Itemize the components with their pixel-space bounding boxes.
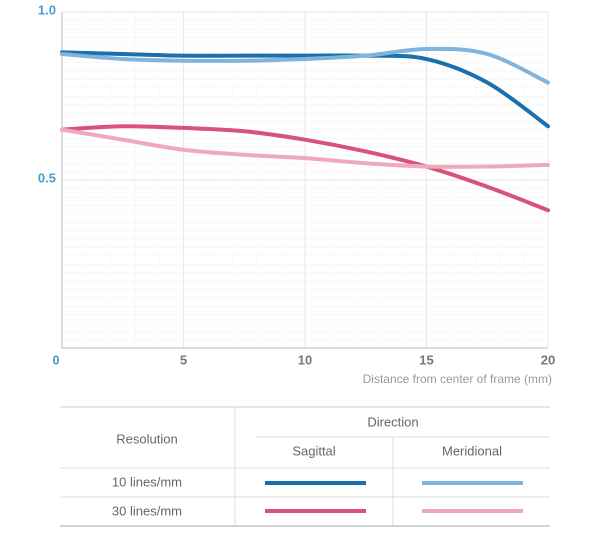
data-line (60, 127, 550, 169)
column-group: Direction (367, 414, 418, 429)
x-tick-label: 20 (541, 352, 555, 367)
row-header: Resolution (116, 431, 177, 446)
legend-table: Resolution Direction Sagittal Meridional… (60, 406, 550, 527)
row-label: 10 lines/mm (112, 474, 182, 489)
y-tick-label: 1.0 (38, 2, 56, 17)
y-tick-label: 0.5 (38, 170, 56, 185)
x-axis-label: Distance from center of frame (mm) (363, 372, 552, 386)
column-header: Meridional (442, 443, 502, 458)
column-header: Sagittal (292, 443, 335, 458)
data-line (60, 124, 550, 213)
row-label: 30 lines/mm (112, 503, 182, 518)
x-tick-label: 10 (298, 352, 312, 367)
x-tick-label: 0 (52, 352, 59, 367)
data-line (60, 50, 550, 129)
x-tick-label: 15 (419, 352, 433, 367)
data-line (60, 46, 550, 85)
x-tick-label: 5 (180, 352, 187, 367)
